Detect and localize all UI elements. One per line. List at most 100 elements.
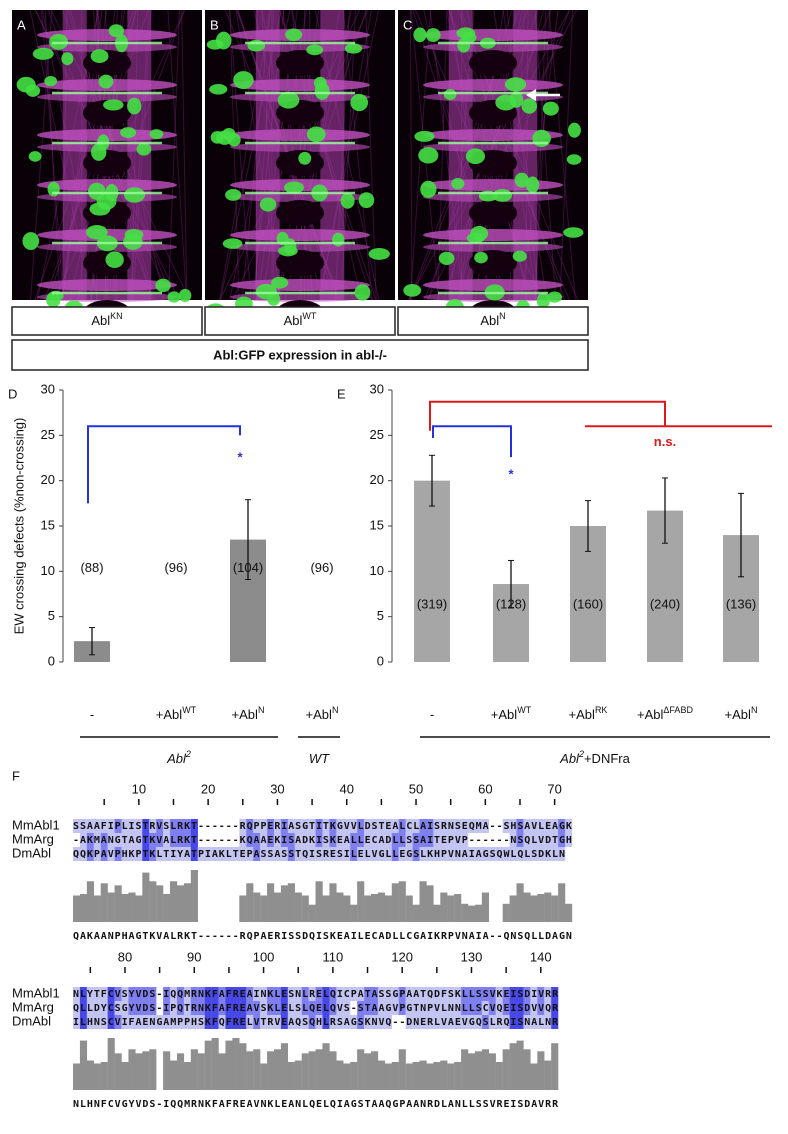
conservation-bar xyxy=(433,1062,440,1090)
gfp-cell xyxy=(369,248,390,260)
gfp-cell xyxy=(91,143,106,160)
ruler-number: 50 xyxy=(409,781,423,796)
gfp-cell xyxy=(33,48,54,60)
gfp-cell xyxy=(547,291,562,302)
gfp-cell xyxy=(350,94,368,111)
conservation-bar xyxy=(302,895,309,922)
ruler-number: 120 xyxy=(391,949,413,964)
conservation-bar xyxy=(343,1063,350,1090)
gfp-cell xyxy=(155,279,170,292)
conservation-bar xyxy=(87,881,94,922)
conservation-bar xyxy=(128,893,135,922)
conservation-bar xyxy=(503,1049,510,1090)
conservation-bar xyxy=(94,1063,101,1090)
ruler-number: 30 xyxy=(270,781,284,796)
y-tick-label: 30 xyxy=(41,381,55,396)
conservation-bar xyxy=(260,1063,267,1090)
conservation-bar xyxy=(246,883,253,922)
conservation-bar xyxy=(101,883,108,922)
ruler-number: 10 xyxy=(132,781,146,796)
conservation-bar xyxy=(177,1053,184,1090)
conservation-bar xyxy=(537,1051,544,1090)
conservation-bar xyxy=(371,1051,378,1090)
conservation-bar xyxy=(322,895,329,922)
panel-label-main: Abl xyxy=(91,313,110,328)
panel-letter: F xyxy=(12,768,20,783)
ruler-number: 90 xyxy=(187,949,201,964)
conservation-bar xyxy=(336,1061,343,1090)
conservation-bar xyxy=(163,1051,170,1090)
caption: Abl:GFP expression in abl-/- xyxy=(213,347,387,362)
conservation-bar xyxy=(378,1061,385,1090)
x-tick-label-sup: N xyxy=(332,705,339,715)
group-label-main: WT xyxy=(309,751,330,766)
conservation-bar xyxy=(530,895,537,922)
conservation-bar xyxy=(385,895,392,922)
sequence-name: MmAbl1 xyxy=(12,817,60,832)
conservation-bar xyxy=(420,1061,427,1090)
consensus: NLHNFCVGYVDS-IQQMRNKFAFREAVNKLEANLQELQIA… xyxy=(73,1099,559,1110)
y-tick-label: 20 xyxy=(370,472,384,487)
conservation-bar xyxy=(212,1038,219,1090)
gfp-cell xyxy=(209,84,227,95)
conservation-bar xyxy=(461,904,468,922)
conservation-bar xyxy=(350,905,357,922)
sequence-name: DmAbl xyxy=(12,1013,51,1028)
commissure xyxy=(230,129,370,141)
ruler-number: 110 xyxy=(323,949,344,964)
conservation-bar xyxy=(149,1049,156,1090)
conservation-bar xyxy=(170,1061,177,1090)
bar-count-label: (136) xyxy=(726,596,756,611)
gfp-cell xyxy=(48,182,60,197)
panel-letter: E xyxy=(337,386,346,401)
conservation-bar xyxy=(316,1049,323,1090)
x-tick-label-main: +Abl xyxy=(306,707,332,722)
x-tick-label-sup: ΔFABD xyxy=(663,705,693,715)
gfp-cell xyxy=(105,251,123,268)
conservation-bar xyxy=(219,1053,226,1090)
sequence-name: MmArg xyxy=(12,831,54,846)
conservation-bar xyxy=(378,893,385,922)
significance-label: n.s. xyxy=(654,434,676,449)
panel-letter: D xyxy=(8,386,17,401)
conservation-bar xyxy=(281,1043,288,1090)
conservation-bar xyxy=(489,1053,496,1090)
hole xyxy=(469,50,517,76)
sequence: QQKPAVPHKPTKLTIYATPIAKLTEPASSASSTQISRESI… xyxy=(73,849,565,860)
conservation-bar xyxy=(475,1051,482,1090)
bar-count-label: (240) xyxy=(650,596,680,611)
gfp-cell xyxy=(420,181,436,198)
x-tick-label-main: +Abl xyxy=(232,707,258,722)
bar-count-label: (96) xyxy=(310,560,333,575)
panel-letter: C xyxy=(403,17,412,32)
conservation-bar xyxy=(309,1051,316,1090)
gfp-cell xyxy=(563,227,583,238)
conservation-bar xyxy=(440,893,447,922)
conservation-bar xyxy=(350,1062,357,1090)
significance-bracket xyxy=(88,426,240,503)
conservation-bar xyxy=(295,893,302,922)
conservation-bar xyxy=(537,894,544,922)
x-tick-label-main: +Abl xyxy=(637,707,663,722)
bar-count-label: (104) xyxy=(233,560,263,575)
conservation-bar xyxy=(246,1051,253,1090)
conservation-bar xyxy=(239,895,246,922)
ruler-number: 60 xyxy=(478,781,492,796)
bar-count-label: (88) xyxy=(80,560,103,575)
sequence: SSAAFIPLISTRVSLRKT------RQPPERIASGTITKGV… xyxy=(73,821,572,832)
conservation-bar xyxy=(336,893,343,922)
gfp-cell xyxy=(505,77,526,91)
conservation-bar xyxy=(87,1061,94,1090)
gfp-cell xyxy=(439,252,455,265)
hole xyxy=(83,150,131,176)
consensus: QAKAANPHAGTKVALRKT------RQPAERISSDQISKEA… xyxy=(73,931,572,942)
conservation-bar xyxy=(413,905,420,922)
ruler-number: 140 xyxy=(530,949,552,964)
conservation-bar xyxy=(371,894,378,922)
x-tick-label: +AblN xyxy=(725,705,758,722)
gfp-cell xyxy=(306,44,323,55)
conservation-bar xyxy=(468,1053,475,1090)
group-label-after: +DNFra xyxy=(584,751,631,766)
conservation-bar xyxy=(385,1063,392,1090)
hole xyxy=(276,150,324,176)
